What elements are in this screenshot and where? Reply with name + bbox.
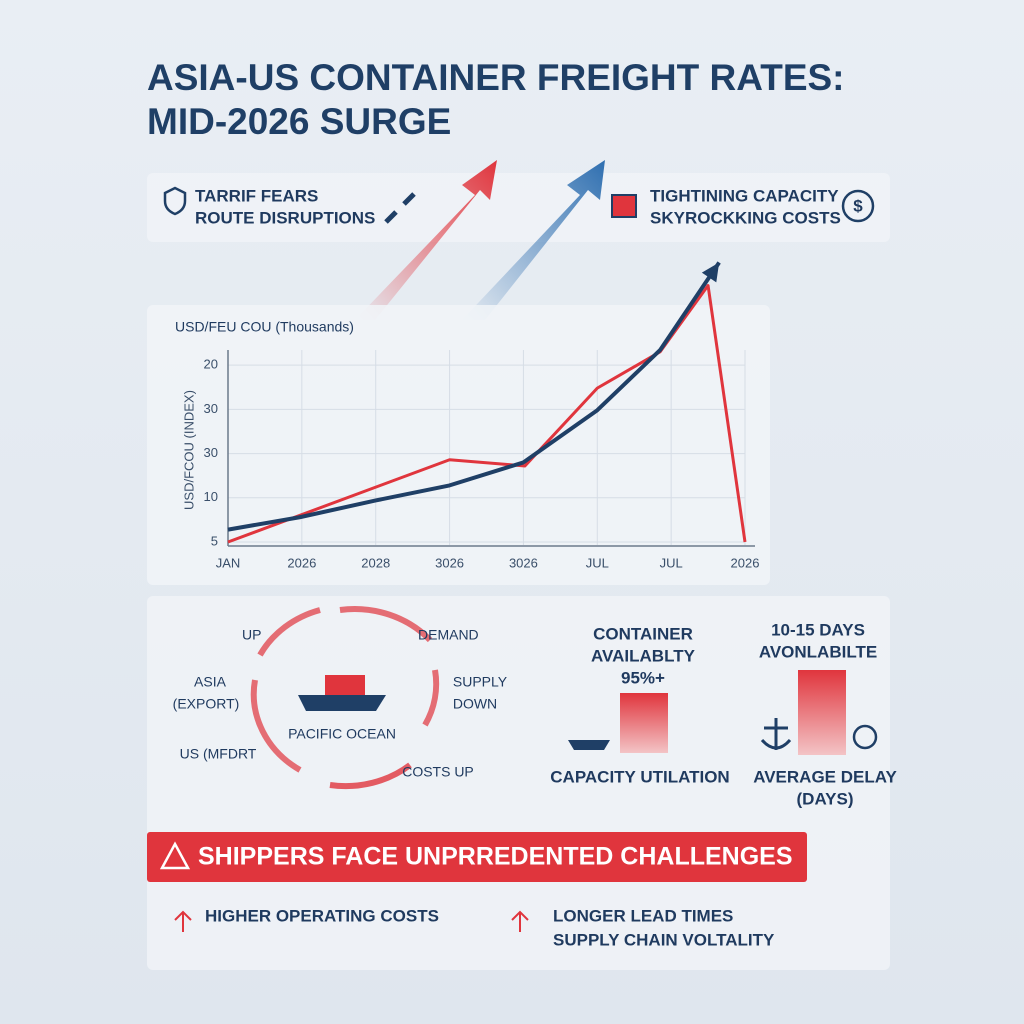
red-arrow (355, 160, 497, 320)
driver: ROUTE DISRUPTIONS (195, 208, 375, 227)
stat-label: (DAYS) (797, 789, 854, 808)
drivers-panel (147, 173, 890, 242)
stat-label: 95%+ (621, 668, 665, 687)
alert-text: SHIPPERS FACE UNPRREDENTED CHALLENGES (198, 843, 793, 871)
stat-label: CAPACITY UTILATION (550, 767, 729, 786)
title: ASIA-US CONTAINER FREIGHT RATES: (147, 57, 845, 98)
cycle-label: ASIA (194, 674, 227, 690)
up-arrow (174, 910, 192, 932)
x-tick-label: 3026 (435, 555, 464, 570)
x-tick-label: 2026 (287, 555, 316, 570)
blue-arrow (462, 160, 605, 320)
cycle-label: (EXPORT) (173, 696, 240, 712)
cost-icon: $ (853, 196, 863, 215)
line-series (227, 284, 747, 544)
x-tick-label: JUL (660, 555, 683, 570)
chart-subtitle: USD/FEU COU (Thousands) (175, 319, 354, 335)
line-series (227, 261, 721, 532)
title: MID-2026 SURGE (147, 101, 451, 142)
ship-icon (568, 740, 610, 750)
cycle-arrow (250, 679, 302, 773)
x-tick-label: 3026 (509, 555, 538, 570)
chain-icon (384, 192, 416, 224)
stat-label: AVERAGE DELAY (753, 767, 897, 786)
cycle-arrow (329, 762, 412, 790)
stat-bar (798, 670, 846, 755)
y-axis-label: USD/FCOU (INDEX) (181, 390, 196, 510)
shield-icon (163, 186, 187, 216)
x-tick-label: 2026 (731, 555, 760, 570)
warning-icon (159, 841, 191, 870)
x-tick-label: 2028 (361, 555, 390, 570)
stat-label: 10-15 DAYS (771, 620, 865, 639)
arrowhead (701, 262, 720, 283)
cycle-label: US (MFDRT (180, 746, 257, 762)
up-arrow (511, 910, 529, 932)
impact: HIGHER OPERATING COSTS (205, 906, 439, 925)
y-tick-label: 30 (204, 445, 218, 460)
impact: LONGER LEAD TIMES (553, 906, 733, 925)
cost-icon (841, 189, 875, 223)
y-tick-label: 20 (204, 357, 218, 372)
line-chart: 5 10 30 30 20 JAN 2026 2028 3026 3026 JUL JUL 2026 (204, 261, 760, 570)
stat-bar (620, 693, 668, 753)
cycle-label: PACIFIC OCEAN (288, 726, 396, 742)
anchor-icon (760, 718, 792, 750)
cycle-label: UP (242, 627, 261, 643)
stat-label: CONTAINER (593, 624, 693, 643)
stat-label: AVAILABLTY (591, 646, 696, 665)
y-tick-label: 10 (204, 489, 218, 504)
ship-cargo (325, 675, 365, 695)
cycle-arrow (422, 669, 440, 727)
driver: TIGHTINING CAPACITY (650, 186, 839, 205)
cycle-label: DEMAND (418, 627, 479, 643)
driver: TARRIF FEARS (195, 186, 318, 205)
y-tick-label: 30 (204, 401, 218, 416)
driver: SKYROCKKING COSTS (650, 208, 841, 227)
chart-panel (147, 305, 770, 585)
stat-label: AVONLABILTE (759, 642, 877, 661)
x-tick-label: JAN (216, 555, 241, 570)
alert-banner (147, 832, 807, 882)
y-tick-label: 5 (211, 533, 218, 548)
cycle-arrow (257, 607, 321, 657)
impact: SUPPLY CHAIN VOLTALITY (553, 930, 775, 949)
cycle-label: SUPPLY (453, 674, 508, 690)
cycle-label: COSTS UP (402, 764, 474, 780)
cycle-arrow (339, 606, 433, 643)
ship-icon (298, 695, 386, 711)
cycle-label: DOWN (453, 696, 497, 712)
x-tick-label: JUL (586, 555, 609, 570)
clock-icon (852, 724, 878, 750)
container-icon (611, 194, 637, 218)
